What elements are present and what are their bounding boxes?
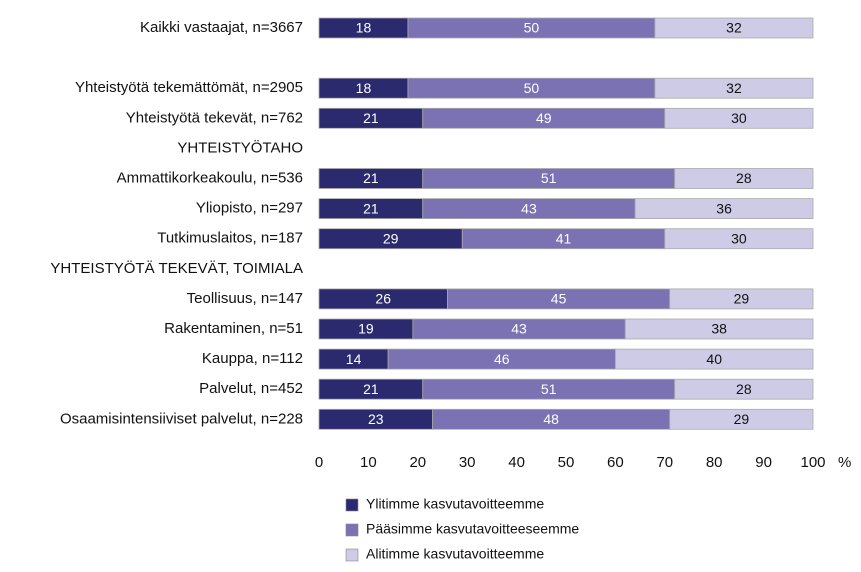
x-tick-label: 20 <box>409 454 426 471</box>
value-label: 21 <box>363 110 379 126</box>
value-label: 45 <box>551 291 567 307</box>
category-label: Yliopisto, n=297 <box>196 200 303 217</box>
legend-swatch <box>345 548 359 562</box>
bar-segment <box>654 17 814 39</box>
value-label: 14 <box>346 351 362 367</box>
category-label: Rakentaminen, n=51 <box>164 320 303 337</box>
value-label: 21 <box>363 381 379 397</box>
legend-label: Pääsimme kasvutavoitteeseemme <box>366 521 579 537</box>
category-label: Teollisuus, n=147 <box>187 290 303 307</box>
value-label: 30 <box>731 110 747 126</box>
legend-label: Ylitimme kasvutavoitteemme <box>366 496 544 512</box>
category-label: Tutkimuslaitos, n=187 <box>157 230 303 247</box>
value-label: 28 <box>736 170 752 186</box>
value-label: 18 <box>356 20 372 36</box>
x-tick-label: 40 <box>508 454 525 471</box>
category-label: Palvelut, n=452 <box>199 380 303 397</box>
category-label: Ammattikorkeakoulu, n=536 <box>117 169 303 186</box>
value-label: 46 <box>494 351 510 367</box>
bar-segment <box>664 228 814 250</box>
value-label: 49 <box>536 110 552 126</box>
value-label: 32 <box>726 20 742 36</box>
value-label: 19 <box>358 321 374 337</box>
category-label: YHTEISTYÖTAHO <box>177 138 303 156</box>
value-label: 48 <box>543 411 559 427</box>
bar-segment <box>615 348 814 370</box>
x-tick-label: 60 <box>607 454 624 471</box>
value-label: 40 <box>706 351 722 367</box>
x-axis-label: % <box>838 454 851 471</box>
category-label: YHTEISTYÖTÄ TEKEVÄT, TOIMIALA <box>50 259 303 277</box>
value-label: 29 <box>734 291 750 307</box>
x-tick-label: 30 <box>459 454 476 471</box>
value-label: 21 <box>363 170 379 186</box>
legend-label: Alitimme kasvutavoitteemme <box>366 546 544 562</box>
bar-segment <box>624 318 814 340</box>
bar-segment <box>654 77 814 99</box>
x-tick-label: 50 <box>558 454 575 471</box>
category-label: Yhteistyötä tekemättömät, n=2905 <box>75 79 303 96</box>
value-label: 41 <box>556 230 572 246</box>
value-label: 38 <box>711 321 727 337</box>
legend-swatch <box>345 498 359 512</box>
value-label: 51 <box>541 381 557 397</box>
value-label: 51 <box>541 170 557 186</box>
bar-segment <box>669 288 814 310</box>
value-label: 43 <box>511 321 527 337</box>
value-label: 30 <box>731 230 747 246</box>
bar-segment <box>634 198 814 220</box>
value-label: 23 <box>368 411 384 427</box>
category-label: Kaikki vastaajat, n=3667 <box>140 19 303 36</box>
category-label: Yhteistyötä tekevät, n=762 <box>126 109 303 126</box>
value-label: 50 <box>524 20 540 36</box>
bar-segment <box>669 408 814 430</box>
value-label: 26 <box>375 291 391 307</box>
value-label: 36 <box>716 200 732 216</box>
value-label: 21 <box>363 200 379 216</box>
legend-swatch <box>345 523 359 537</box>
value-label: 43 <box>521 200 537 216</box>
value-label: 32 <box>726 80 742 96</box>
value-label: 29 <box>734 411 750 427</box>
category-label: Osaamisintensiiviset palvelut, n=228 <box>60 410 303 427</box>
x-tick-label: 10 <box>360 454 377 471</box>
x-tick-label: 100 <box>800 454 825 471</box>
category-label: Kauppa, n=112 <box>202 350 303 367</box>
x-tick-label: 90 <box>755 454 772 471</box>
bar-segment <box>674 168 814 189</box>
value-label: 18 <box>356 80 372 96</box>
value-label: 50 <box>524 80 540 96</box>
x-tick-label: 80 <box>706 454 723 471</box>
bar-segment <box>664 107 814 129</box>
value-label: 28 <box>736 381 752 397</box>
value-label: 29 <box>383 230 399 246</box>
x-tick-label: 70 <box>656 454 673 471</box>
bar-segment <box>674 378 814 400</box>
x-tick-label: 0 <box>315 454 323 471</box>
